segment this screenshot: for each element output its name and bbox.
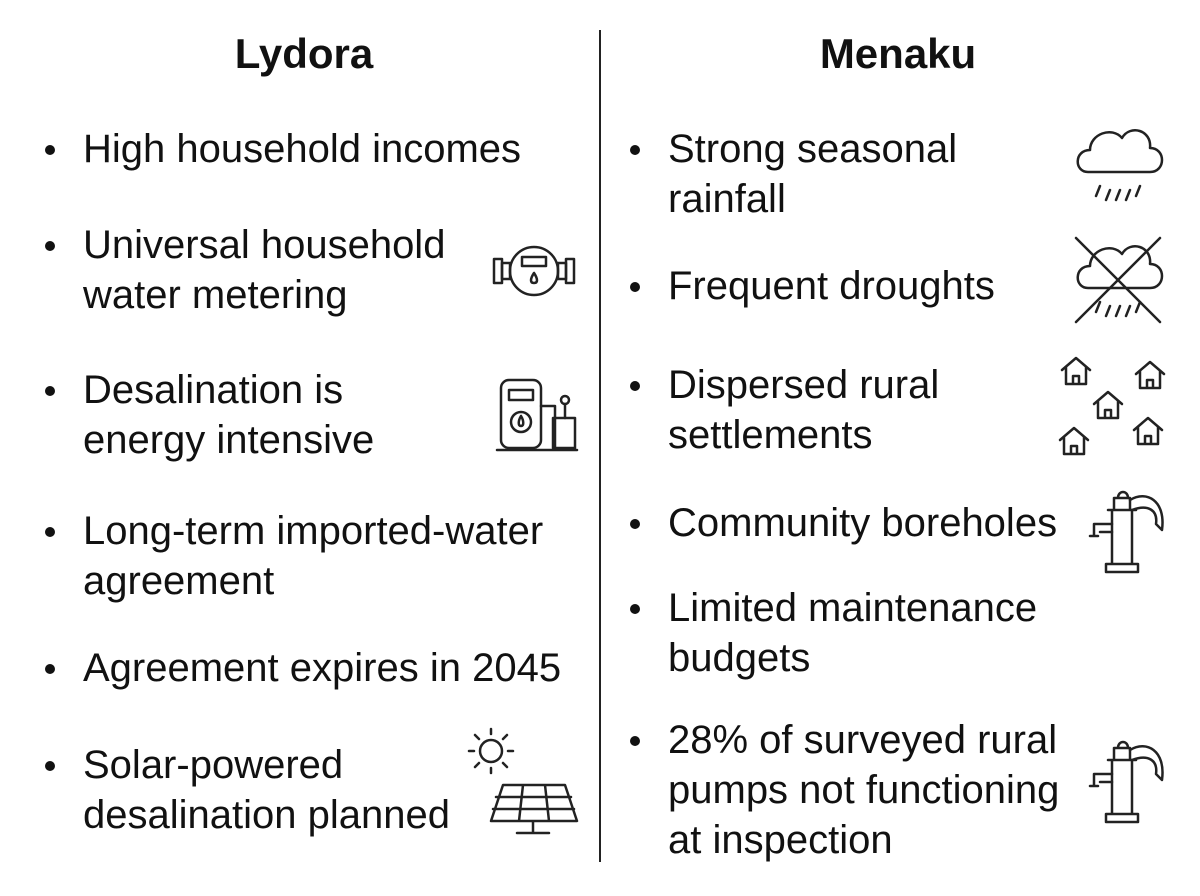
list-item: Agreement expires in 2045 [45, 643, 583, 693]
drought-icon [1074, 236, 1164, 324]
column-title: Menaku [819, 30, 977, 77]
list-item: Limited maintenance budgets [630, 583, 1068, 683]
list-item: Frequent droughts [630, 261, 1058, 311]
desalination-icon [495, 378, 579, 452]
divider [599, 30, 601, 862]
hand-pump-icon [1088, 740, 1164, 824]
column-title: Lydora [234, 30, 374, 77]
list-item: Solar-powered desalination planned [45, 740, 473, 840]
solar-panel-icon [467, 727, 579, 835]
settlements-icon [1058, 356, 1166, 456]
hand-pump-icon [1088, 490, 1164, 574]
list-item: Strong seasonal rainfall [630, 124, 1058, 224]
list-item: Long-term imported-water agreement [45, 506, 573, 606]
water-meter-icon [492, 245, 576, 297]
list-item: Community boreholes [630, 498, 1078, 548]
list-item: Dispersed rural settlements [630, 360, 1058, 460]
list-item: Desalination is energy intensive [45, 365, 453, 465]
list-item: 28% of surveyed rural pumps not function… [630, 715, 1078, 865]
list-item: Universal household water metering [45, 220, 483, 320]
rain-cloud-icon [1076, 129, 1164, 202]
list-item: High household incomes [45, 124, 583, 174]
